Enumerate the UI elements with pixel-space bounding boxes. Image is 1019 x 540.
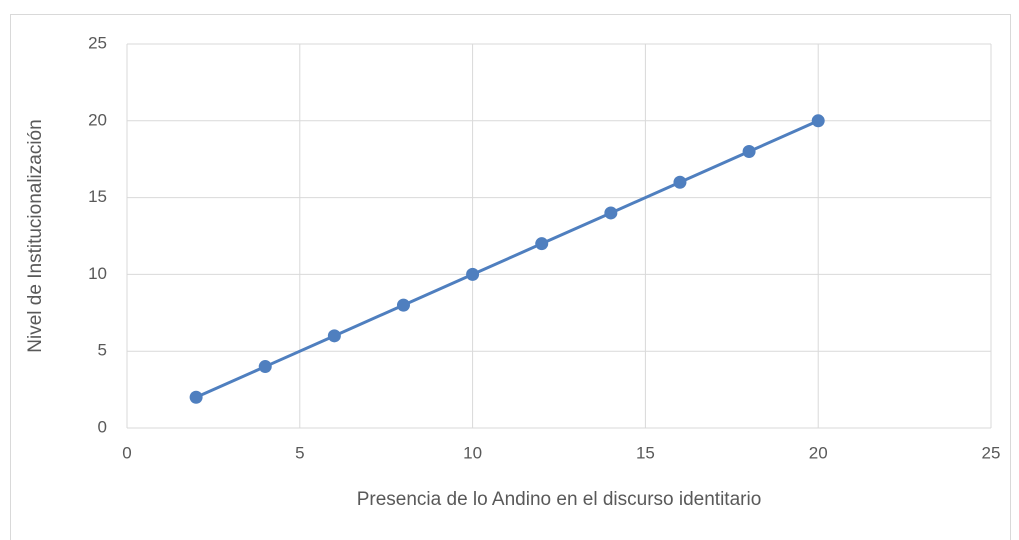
x-axis-title: Presencia de lo Andino en el discurso id… <box>357 489 762 510</box>
y-tick-label: 15 <box>88 187 107 206</box>
data-point <box>535 237 549 251</box>
chart-frame <box>10 14 1011 540</box>
y-tick-label: 0 <box>98 417 107 436</box>
x-tick-label: 15 <box>636 443 655 462</box>
y-tick-label: 5 <box>98 341 107 360</box>
y-axis-title: Nivel de Institucionalización <box>25 119 46 352</box>
x-tick-label: 25 <box>982 443 1001 462</box>
data-point <box>673 175 687 189</box>
data-point <box>811 114 825 128</box>
x-tick-label: 5 <box>295 443 304 462</box>
data-point <box>327 329 341 343</box>
data-point <box>604 206 618 220</box>
data-point <box>742 145 756 159</box>
data-point <box>396 298 410 312</box>
data-line <box>195 119 819 399</box>
x-tick-label: 20 <box>809 443 828 462</box>
x-tick-label: 0 <box>122 443 131 462</box>
y-tick-label: 10 <box>88 264 107 283</box>
data-point <box>466 267 480 281</box>
y-tick-label: 20 <box>88 110 107 129</box>
data-point <box>189 390 203 404</box>
x-tick-label: 10 <box>463 443 482 462</box>
data-point <box>258 360 272 374</box>
y-tick-label: 25 <box>88 33 107 52</box>
